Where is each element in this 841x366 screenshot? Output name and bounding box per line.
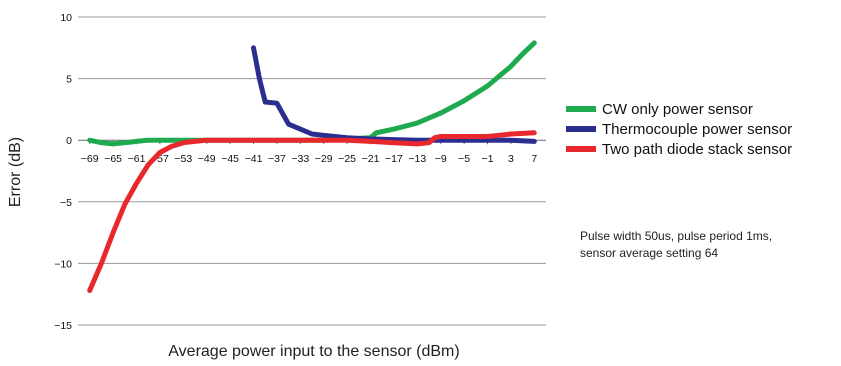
x-tick-label: −21: [362, 153, 380, 165]
x-tick-label: −69: [81, 153, 99, 165]
x-tick-label: −45: [221, 153, 239, 165]
y-axis-title: Error (dB): [7, 137, 24, 207]
x-axis-title: Average power input to the sensor (dBm): [168, 343, 459, 360]
x-tick-label: −49: [198, 153, 216, 165]
x-tick-labels: −69 −65 −61 −57 −53 −49 −45 −41 −37 −33 −29 −25 −21−…: [81, 140, 537, 165]
x-tick-label: −25: [338, 153, 356, 165]
x-tick-label: −29: [315, 153, 333, 165]
x-tick-label: −65: [104, 153, 122, 165]
chart-annotation: Pulse width 50us, pulse period 1ms, sens…: [580, 229, 773, 260]
x-tick-label: −53: [174, 153, 192, 165]
y-tick-label: −15: [54, 320, 72, 332]
y-tick-label: 10: [60, 12, 72, 24]
x-tick-label: −61: [128, 153, 146, 165]
x-tick-label: −5: [458, 153, 470, 165]
series-line-1: [87, 40, 537, 147]
legend: CW only power sensor Thermocouple power s…: [566, 101, 792, 158]
y-tick-label: −10: [54, 258, 72, 270]
x-tick-label: −1: [482, 153, 494, 165]
x-tick-label: −13: [408, 153, 426, 165]
legend-label-3: Two path diode stack sensor: [602, 141, 792, 158]
series-lines: [87, 40, 537, 293]
y-tick-labels: 10 5 0 −5 −10 −15: [54, 12, 72, 332]
y-tick-label: 5: [66, 74, 72, 86]
x-tick-label: −37: [268, 153, 286, 165]
x-tick-label: 7: [531, 153, 537, 165]
y-tick-label: −5: [60, 197, 72, 209]
x-tick-label: −9: [435, 153, 447, 165]
x-tick-label: −17: [385, 153, 403, 165]
x-tick-label: −41: [245, 153, 263, 165]
legend-label-2: Thermocouple power sensor: [602, 121, 792, 138]
grid-lines: [78, 16, 546, 326]
series-line-3: [87, 130, 537, 293]
x-tick-label: −33: [291, 153, 309, 165]
x-tick-label: 3: [508, 153, 514, 165]
legend-label-1: CW only power sensor: [602, 101, 753, 118]
y-tick-label: 0: [66, 135, 72, 147]
